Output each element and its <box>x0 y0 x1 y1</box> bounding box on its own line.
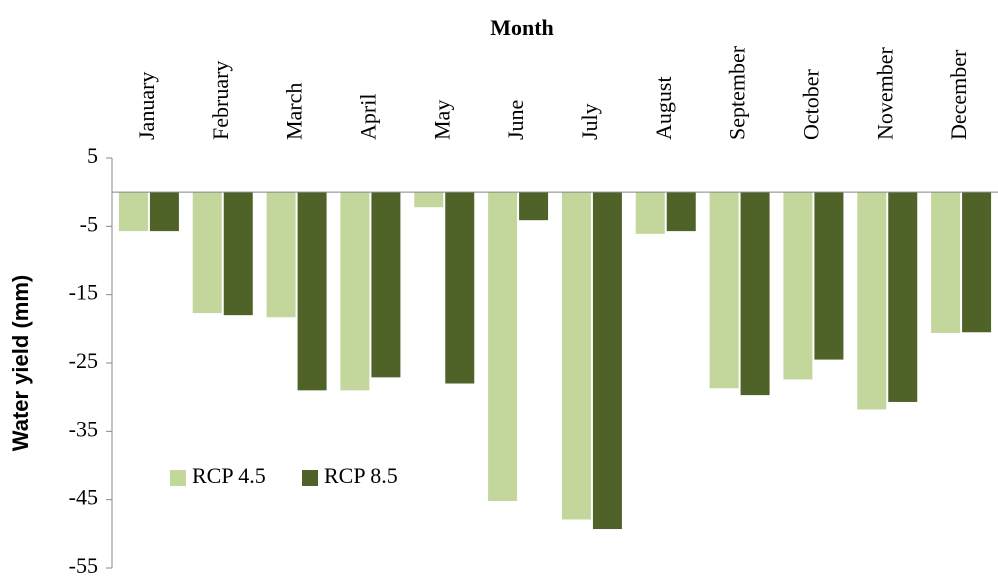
bar <box>371 192 401 378</box>
y-tick-label: -15 <box>69 280 98 305</box>
legend-swatch <box>170 470 186 486</box>
bar <box>783 192 813 380</box>
bar <box>888 192 918 402</box>
bar <box>635 192 665 234</box>
y-axis-label: Water yield (mm) <box>8 275 33 451</box>
y-tick-label: -55 <box>69 553 98 577</box>
x-tick-label: March <box>282 83 307 140</box>
bar <box>414 192 444 208</box>
x-tick-label: April <box>355 94 380 140</box>
bar <box>488 192 518 502</box>
bar <box>445 192 475 384</box>
bar <box>666 192 696 232</box>
bar <box>340 192 370 391</box>
x-tick-label: November <box>872 46 897 140</box>
y-tick-label: -5 <box>80 211 98 236</box>
bar <box>931 192 961 333</box>
bar <box>709 192 739 389</box>
x-tick-label: July <box>577 103 602 140</box>
bar <box>814 192 844 360</box>
y-tick-label: 5 <box>87 143 98 168</box>
bar <box>962 192 992 333</box>
x-tick-label: September <box>725 45 750 140</box>
chart-title: Month <box>490 15 554 40</box>
bar <box>857 192 887 410</box>
bar <box>192 192 222 314</box>
x-tick-label: January <box>134 72 159 140</box>
bar <box>223 192 253 316</box>
bar <box>266 192 296 318</box>
x-tick-label: October <box>798 68 823 140</box>
bar <box>592 192 622 530</box>
bar <box>297 192 327 391</box>
legend-label: RCP 4.5 <box>192 463 266 488</box>
y-tick-label: -45 <box>69 485 98 510</box>
x-tick-label: June <box>503 100 528 140</box>
x-tick-label: February <box>208 61 233 140</box>
y-tick-label: -35 <box>69 416 98 441</box>
y-tick-label: -25 <box>69 348 98 373</box>
x-tick-label: August <box>651 76 676 140</box>
bar <box>149 192 179 232</box>
x-tick-label: May <box>429 100 454 140</box>
bar <box>561 192 591 520</box>
legend-swatch <box>302 470 318 486</box>
x-tick-label: December <box>946 49 971 140</box>
legend-label: RCP 8.5 <box>324 463 398 488</box>
bar <box>740 192 770 396</box>
bar <box>118 192 148 232</box>
bar <box>519 192 549 221</box>
